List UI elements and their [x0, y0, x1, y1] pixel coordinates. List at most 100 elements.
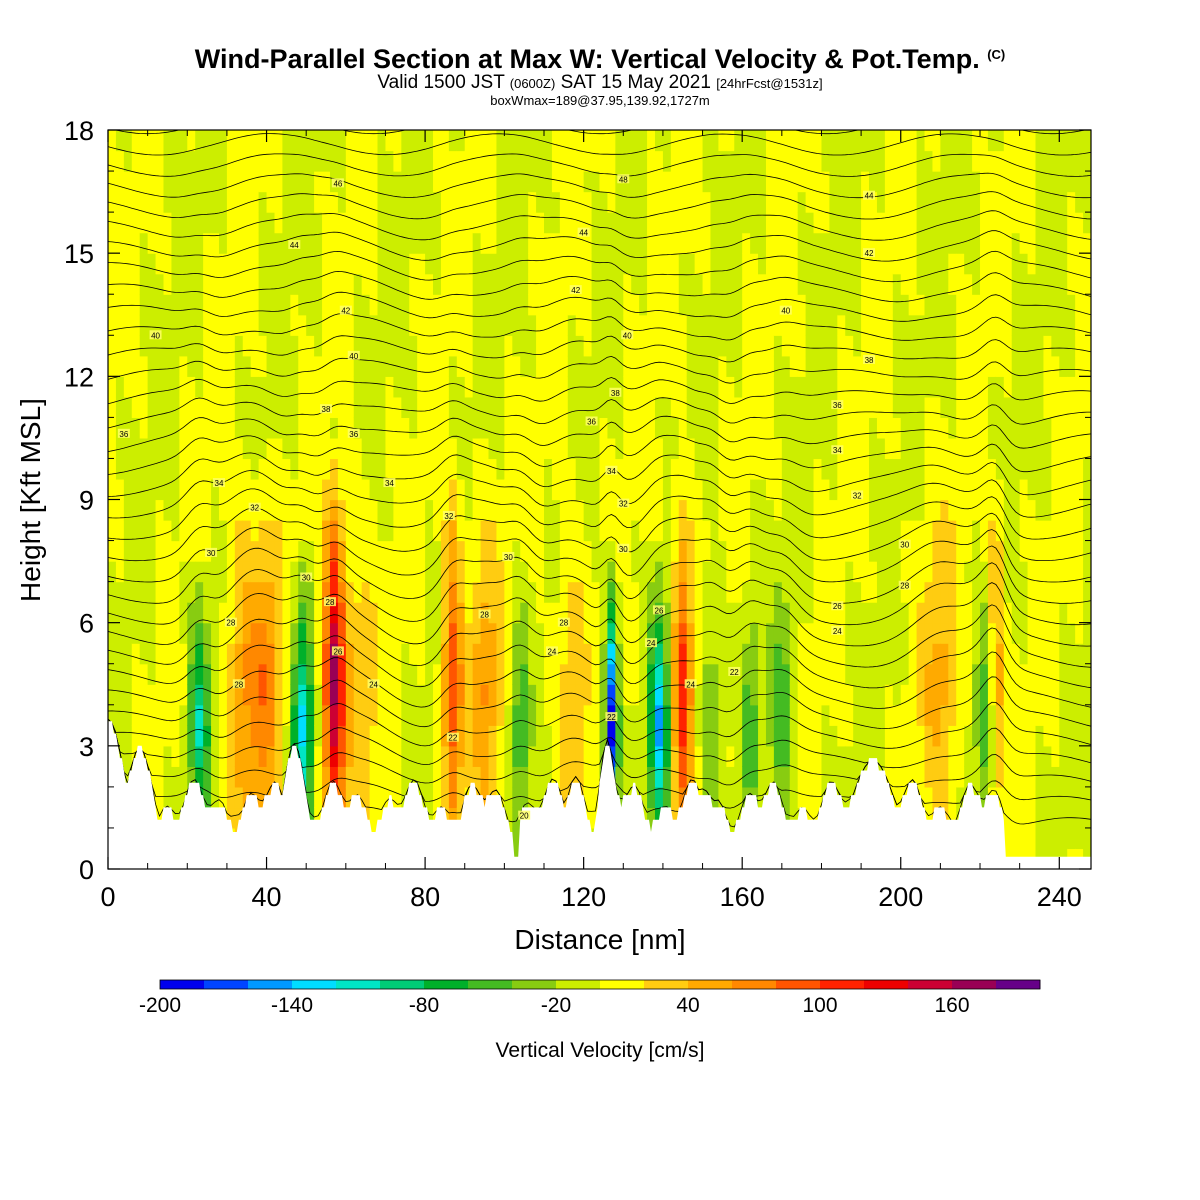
velocity-cell: [813, 376, 823, 398]
velocity-cell: [940, 212, 949, 234]
velocity-cell: [829, 499, 838, 521]
velocity-cell: [290, 171, 299, 193]
velocity-cell: [409, 704, 418, 726]
velocity-cell: [512, 684, 521, 706]
velocity-cell: [853, 499, 862, 521]
velocity-cell: [1051, 561, 1060, 583]
velocity-cell: [734, 191, 743, 213]
velocity-cell: [242, 355, 252, 377]
velocity-cell: [758, 417, 767, 439]
velocity-cell: [583, 437, 593, 460]
velocity-cell: [583, 396, 593, 418]
velocity-cell: [892, 684, 902, 706]
velocity-cell: [987, 561, 997, 583]
colorbar-swatch: [160, 980, 205, 989]
velocity-cell: [409, 314, 418, 336]
velocity-cell: [472, 355, 482, 377]
velocity-cell: [821, 417, 830, 439]
velocity-cell: [686, 314, 696, 336]
colorbar-swatch: [644, 980, 689, 989]
velocity-cell: [900, 294, 910, 316]
velocity-cell: [694, 376, 704, 398]
velocity-cell: [670, 520, 680, 542]
velocity-cell: [876, 437, 886, 460]
velocity-cell: [195, 622, 204, 644]
velocity-cell: [385, 622, 394, 644]
velocity-cell: [591, 437, 601, 460]
velocity-cell: [972, 499, 981, 521]
velocity-cell: [417, 622, 426, 644]
velocity-cell: [765, 212, 775, 234]
contour-label: 44: [863, 190, 876, 201]
velocity-cell: [108, 212, 117, 234]
velocity-cell: [837, 581, 846, 603]
velocity-cell: [329, 232, 339, 254]
velocity-cell: [298, 622, 307, 644]
velocity-cell: [829, 663, 838, 685]
velocity-cell: [686, 294, 696, 316]
velocity-cell: [599, 150, 609, 172]
velocity-cell: [115, 314, 125, 336]
velocity-cell: [956, 725, 965, 747]
velocity-cell: [187, 684, 196, 706]
velocity-cell: [734, 171, 743, 193]
y-tick: 9: [79, 486, 1091, 516]
velocity-cell: [520, 622, 529, 644]
velocity-cell: [702, 294, 712, 316]
velocity-cell: [337, 273, 347, 295]
velocity-cell: [987, 663, 997, 685]
velocity-cell: [1067, 499, 1076, 521]
velocity-cell: [892, 273, 902, 295]
velocity-cell: [916, 581, 926, 603]
velocity-cell: [496, 602, 505, 624]
velocity-cell: [401, 191, 410, 213]
colorbar-tick-label: 100: [802, 994, 837, 1017]
velocity-cell: [940, 663, 949, 685]
velocity-cell: [1075, 191, 1084, 213]
velocity-cell: [964, 663, 973, 685]
velocity-cell: [924, 766, 934, 788]
svg-text:42: 42: [865, 249, 874, 258]
velocity-cell: [131, 191, 141, 213]
velocity-cell: [773, 684, 783, 706]
velocity-cell: [1067, 704, 1076, 726]
velocity-cell: [512, 520, 521, 542]
velocity-cell: [290, 253, 299, 275]
velocity-cell: [551, 150, 561, 172]
velocity-cell: [694, 437, 704, 460]
velocity-cell: [964, 581, 973, 603]
velocity-cell: [734, 437, 743, 460]
velocity-cell: [758, 212, 767, 234]
velocity-cell: [179, 458, 188, 480]
velocity-cell: [544, 150, 553, 172]
velocity-cell: [1035, 540, 1045, 562]
velocity-cell: [765, 499, 775, 521]
velocity-cell: [789, 786, 799, 809]
svg-text:22: 22: [448, 734, 457, 743]
velocity-cell: [504, 684, 513, 706]
velocity-cell: [758, 766, 767, 788]
velocity-cell: [496, 273, 505, 295]
velocity-cell: [448, 150, 458, 172]
velocity-cell: [654, 458, 664, 480]
velocity-cell: [369, 458, 379, 480]
velocity-cell: [876, 355, 886, 377]
velocity-cell: [282, 745, 291, 767]
velocity-cell: [1027, 212, 1037, 234]
velocity-cell: [964, 643, 973, 665]
velocity-cell: [417, 376, 426, 398]
velocity-cell: [734, 520, 743, 542]
velocity-cell: [932, 663, 941, 685]
velocity-cell: [670, 540, 680, 562]
colorbar-swatch: [424, 980, 469, 989]
velocity-cell: [813, 725, 823, 747]
velocity-cell: [575, 643, 585, 665]
velocity-cell: [559, 561, 569, 583]
velocity-cell: [654, 253, 664, 275]
velocity-cell: [900, 150, 910, 172]
velocity-cell: [1011, 396, 1021, 418]
velocity-cell: [108, 191, 117, 213]
velocity-cell: [329, 766, 339, 788]
velocity-cell: [401, 150, 410, 172]
contour-label: 24: [831, 625, 844, 636]
